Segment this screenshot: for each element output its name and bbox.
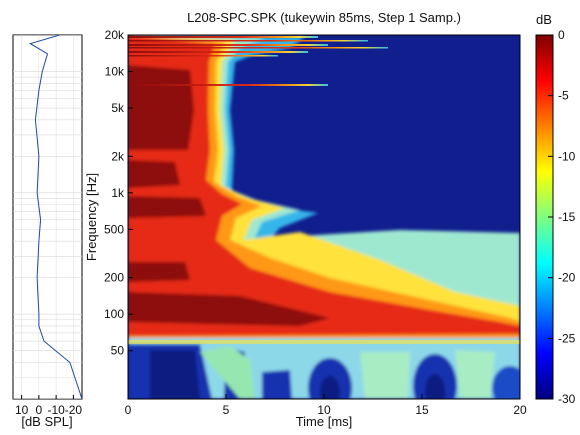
x-axis-ticks: 0 5 10 15 20 — [125, 394, 527, 417]
colorbar-tick-label: -5 — [558, 89, 569, 103]
x-tick-label: 10 — [317, 403, 331, 417]
side-x-tick-label: 10 — [15, 403, 29, 417]
y-axis-ticks: 50 100 200 500 1k 2k 5k 10k 20k — [104, 28, 133, 358]
frequency-response-line — [29, 35, 82, 399]
y-tick-label: 50 — [111, 344, 125, 358]
colorbar-tick-label: -30 — [558, 392, 576, 406]
y-tick-label: 500 — [104, 222, 124, 236]
colorbar-tick-label: -25 — [558, 331, 576, 345]
colorbar-label: dB — [536, 12, 552, 27]
y-tick-label: 20k — [105, 28, 125, 42]
x-tick-label: 15 — [415, 403, 429, 417]
y-tick-label: 10k — [105, 65, 125, 79]
heatmap — [128, 35, 520, 399]
side-x-tick-label: -20 — [65, 403, 83, 417]
side-x-ticks: 10 0 -10 -20 — [15, 395, 82, 417]
x-tick-label: 0 — [125, 403, 132, 417]
chart-title: L208-SPC.SPK (tukeywin 85ms, Step 1 Samp… — [187, 10, 461, 25]
y-tick-label: 1k — [111, 186, 125, 200]
colorbar-tick-label: -15 — [558, 210, 576, 224]
y-tick-label: 200 — [104, 271, 124, 285]
x-tick-label: 20 — [513, 403, 527, 417]
colorbar-tick-label: -10 — [558, 149, 576, 163]
colorbar-tick-label: -20 — [558, 271, 576, 285]
side-x-tick-label: -10 — [47, 403, 65, 417]
x-tick-label: 5 — [223, 403, 230, 417]
colorbar-tick-label: 0 — [558, 28, 565, 42]
y-tick-label: 100 — [104, 307, 124, 321]
side-x-tick-label: 0 — [36, 403, 43, 417]
side-response-panel: 10 0 -10 -20 [dB SPL] — [12, 34, 83, 429]
colorbar-ticks: 0 -5 -10 -15 -20 -25 -30 — [548, 28, 576, 406]
side-x-label: [dB SPL] — [21, 414, 72, 429]
y-axis-label: Frequency [Hz] — [84, 173, 99, 261]
y-tick-label: 5k — [111, 101, 125, 115]
x-axis-label: Time [ms] — [296, 414, 353, 429]
y-tick-label: 2k — [111, 149, 125, 163]
